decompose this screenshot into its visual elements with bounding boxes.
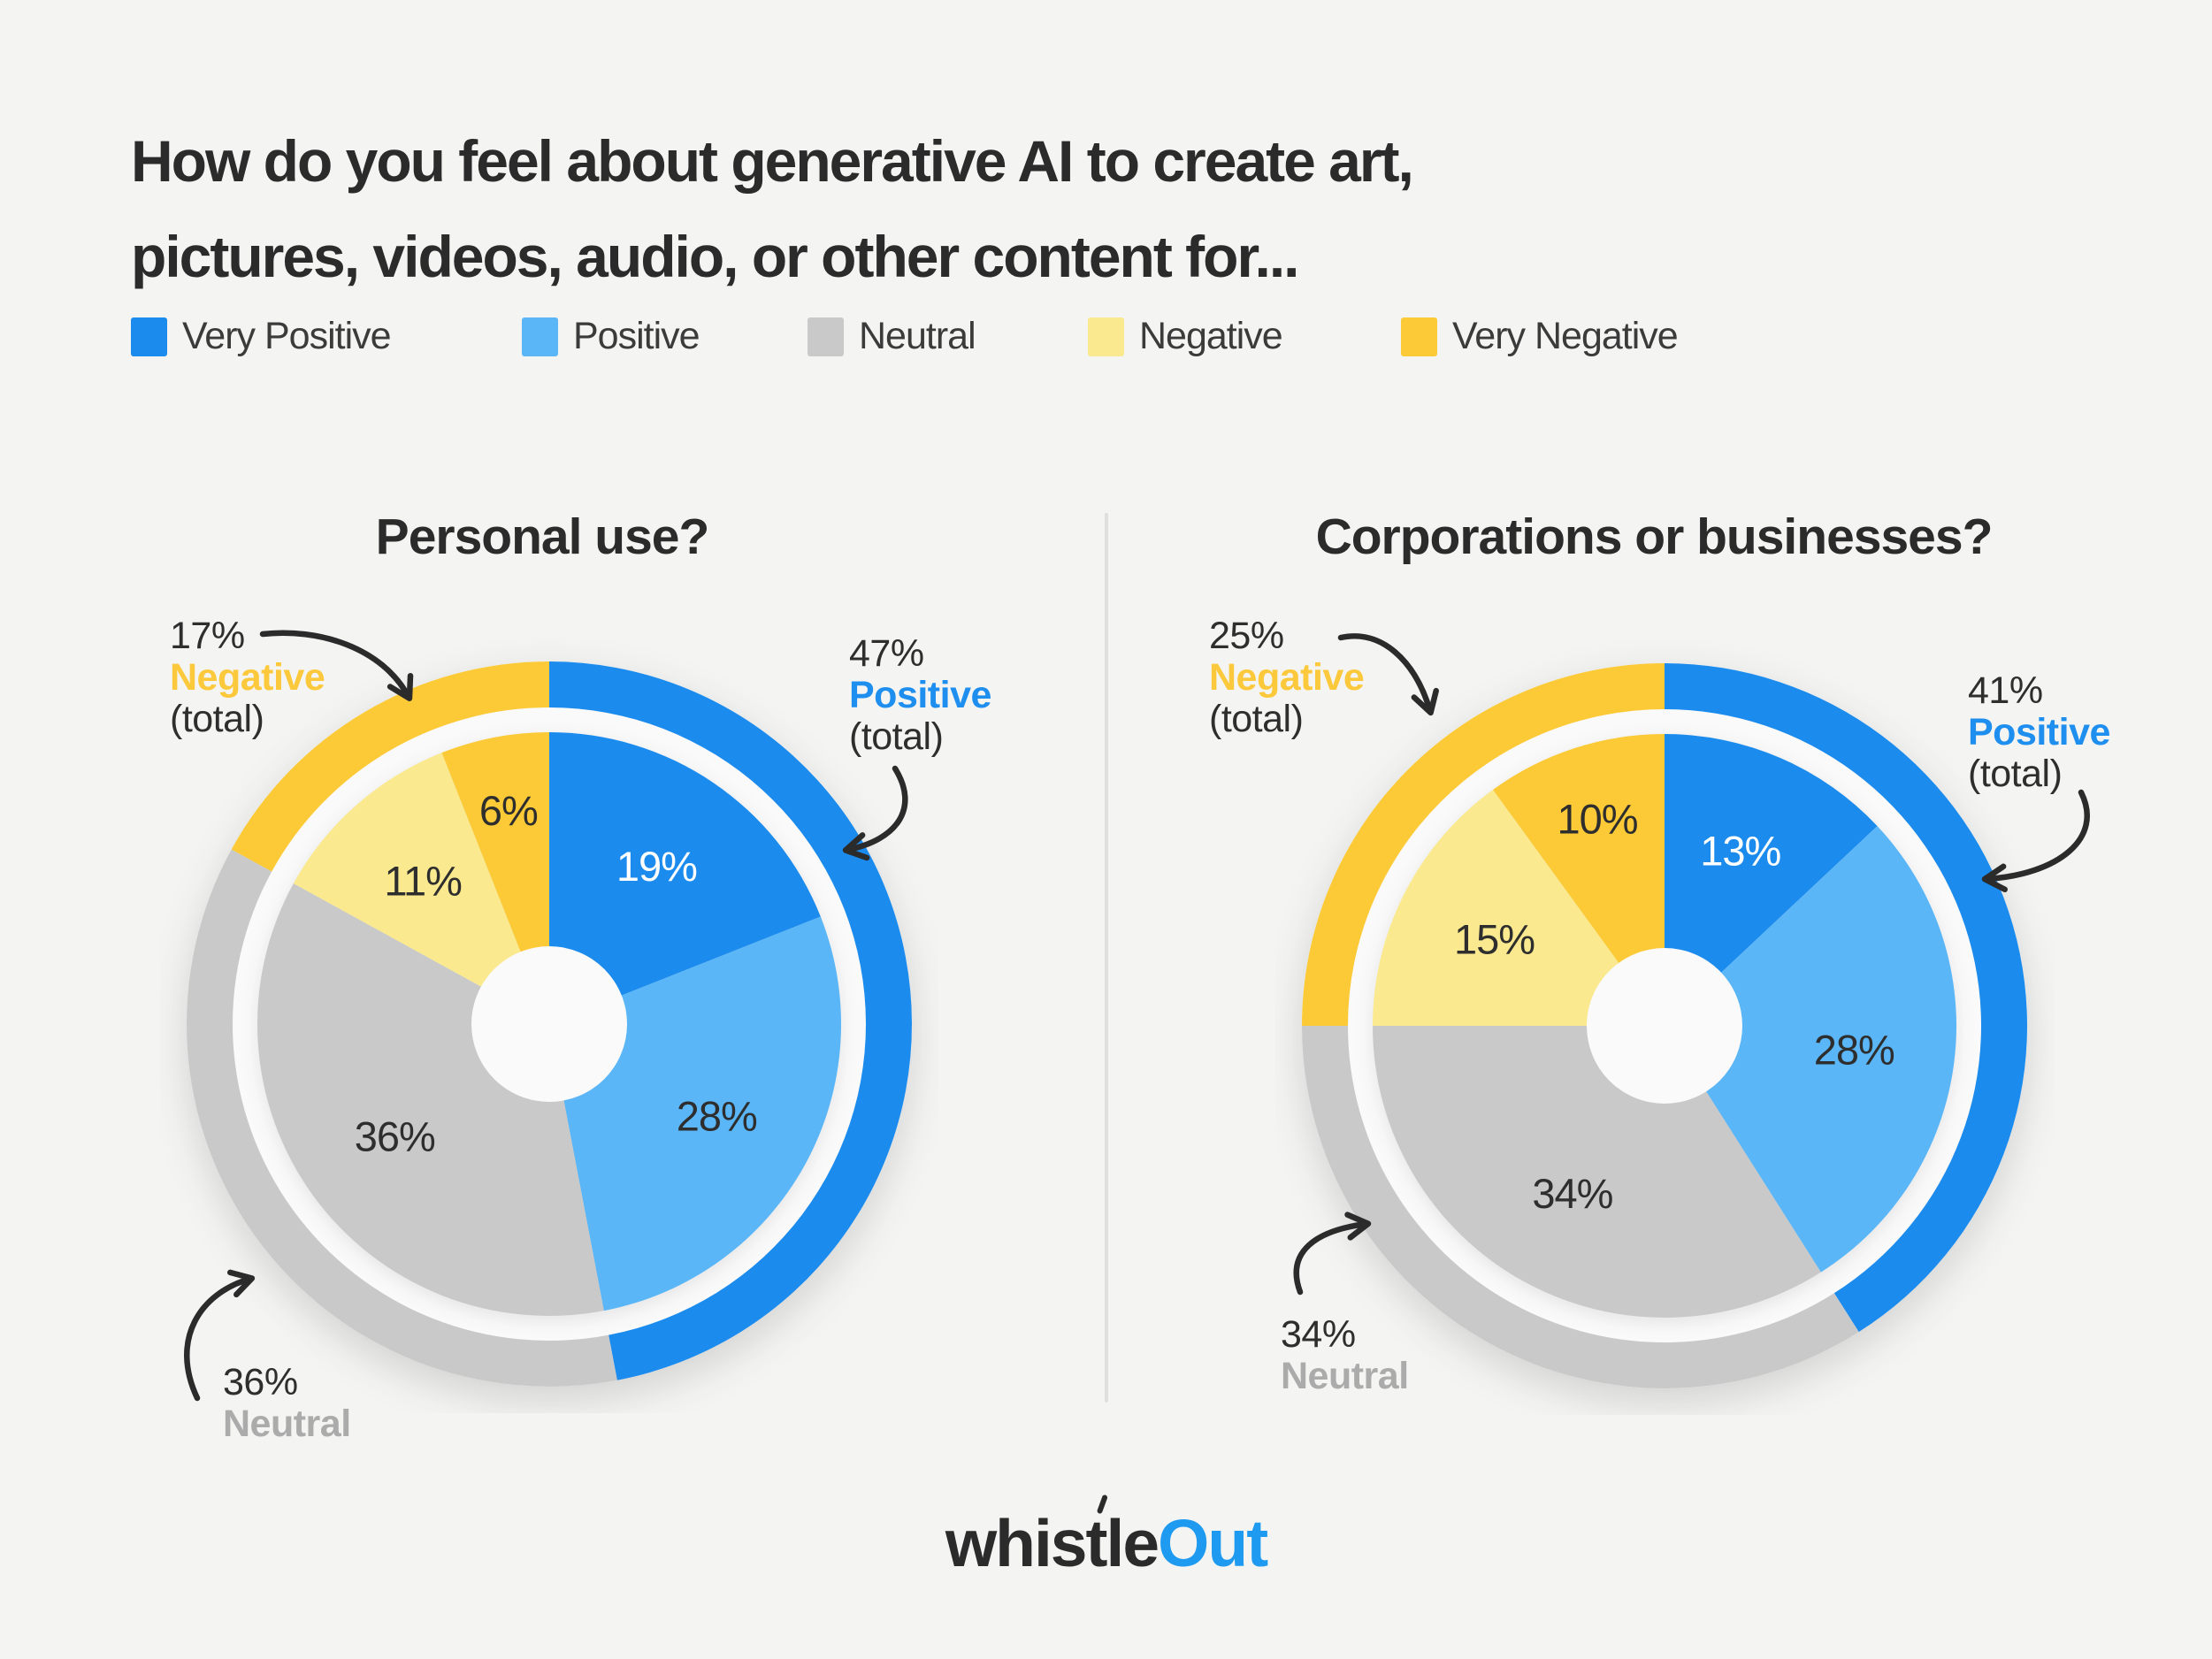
- legend-swatch-negative: [1088, 317, 1124, 356]
- slice-value-label-neutral: 34%: [1532, 1170, 1612, 1217]
- donut-chart-corporations-or-businesses: 13% 28% 34% 15% 10%: [1275, 637, 2054, 1415]
- annotation-34-neutral: 34% Neutral: [1281, 1314, 1409, 1397]
- whistleout-logo: whistle Out: [945, 1494, 1268, 1581]
- legend-item-neutral: Neutral: [807, 315, 976, 358]
- legend-label: Negative: [1139, 315, 1283, 357]
- donut-hole: [471, 946, 627, 1102]
- annotation-suffix: (total): [1209, 698, 1304, 740]
- annotation-47-positive: 47% Positive (total): [849, 633, 991, 758]
- pie-slice-very-negative: [1493, 734, 1665, 1026]
- pie-slice-neutral: [1373, 1026, 1821, 1318]
- total-ring-segment-negative-total: [231, 661, 549, 872]
- legend-swatch-neutral: [807, 317, 844, 356]
- total-ring-segment-positive-total: [549, 661, 913, 1380]
- annotation-value: 36%: [223, 1361, 298, 1403]
- page-title-line1: How do you feel about generative AI to c…: [131, 128, 1414, 194]
- annotation-suffix: (total): [1968, 753, 2063, 795]
- slice-value-label-very-positive: 13%: [1700, 827, 1780, 874]
- annotation-41-positive: 41% Positive (total): [1968, 670, 2110, 795]
- donut-chart-svg: 13% 28% 34% 15% 10%: [1302, 663, 2027, 1388]
- annotation-25-negative: 25% Negative (total): [1209, 615, 1365, 740]
- annotation-suffix: (total): [170, 698, 264, 740]
- total-ring-segment-positive-total: [1665, 663, 2027, 1333]
- legend-label: Positive: [573, 315, 700, 357]
- legend-item-positive: Positive: [522, 315, 700, 358]
- legend-item-very-negative: Very Negative: [1401, 315, 1679, 358]
- slice-value-label-very-negative: 10%: [1557, 796, 1637, 843]
- logo-text-whistle: whistle: [945, 1494, 1160, 1581]
- legend-item-very-positive: Very Positive: [131, 315, 392, 358]
- donut-chart-svg: 19% 28% 36% 11% 6%: [186, 661, 913, 1388]
- chart-title-corporations: Corporations or businesses?: [1315, 508, 1994, 565]
- pie-slice-very-positive: [1665, 734, 1878, 1026]
- logo-text-out: Out: [1158, 1506, 1268, 1580]
- page-title: How do you feel about generative AI to c…: [131, 113, 1414, 304]
- donut-hole: [1587, 948, 1742, 1104]
- annotation-category-label: Positive: [849, 674, 991, 716]
- pie-slice-positive: [1665, 826, 1956, 1273]
- annotation-36-neutral: 36% Neutral: [223, 1362, 351, 1445]
- pie-slice-negative: [1373, 790, 1665, 1026]
- annotation-value: 17%: [170, 615, 245, 657]
- donut-chart-personal-use: 19% 28% 36% 11% 6%: [160, 635, 938, 1413]
- pie-slice-negative: [293, 753, 549, 1024]
- annotation-category-label: Positive: [1968, 711, 2110, 753]
- slice-value-label-positive: 28%: [1814, 1027, 1894, 1074]
- pie-slice-neutral: [256, 883, 604, 1316]
- annotation-category-label: Negative: [1209, 656, 1365, 699]
- annotation-category-label: Negative: [170, 656, 325, 699]
- legend-label: Neutral: [859, 315, 976, 357]
- legend-swatch-positive: [522, 317, 558, 356]
- annotation-category-label: Neutral: [223, 1403, 351, 1445]
- chart-title-personal-use: Personal use?: [375, 508, 710, 565]
- page-title-line2: pictures, videos, audio, or other conten…: [131, 224, 1300, 289]
- legend-item-negative: Negative: [1088, 315, 1283, 358]
- total-ring-segment-neutral: [1302, 1026, 1859, 1388]
- slice-value-label-negative: 11%: [384, 857, 462, 904]
- pie-slice-very-positive: [549, 732, 821, 1024]
- total-ring-segment-neutral: [186, 849, 617, 1388]
- charts-divider: [1105, 513, 1108, 1403]
- legend-swatch-very-negative: [1401, 317, 1437, 356]
- annotation-suffix: (total): [849, 715, 944, 758]
- slice-value-label-negative: 15%: [1454, 915, 1535, 962]
- slice-value-label-positive: 28%: [677, 1093, 757, 1140]
- annotation-value: 47%: [849, 632, 924, 675]
- legend-swatch-very-positive: [131, 317, 167, 356]
- annotation-value: 41%: [1968, 669, 2043, 712]
- annotation-category-label: Neutral: [1281, 1355, 1409, 1397]
- legend-label: Very Positive: [182, 315, 392, 357]
- slice-value-label-very-positive: 19%: [616, 843, 697, 890]
- legend-label: Very Negative: [1452, 315, 1679, 357]
- annotation-17-negative: 17% Negative (total): [170, 615, 325, 740]
- slice-value-label-very-negative: 6%: [479, 787, 538, 834]
- slice-value-label-neutral: 36%: [355, 1112, 435, 1159]
- annotation-value: 25%: [1209, 615, 1284, 657]
- annotation-value: 34%: [1281, 1313, 1356, 1356]
- total-ring-segment-negative-total: [1302, 663, 1665, 1026]
